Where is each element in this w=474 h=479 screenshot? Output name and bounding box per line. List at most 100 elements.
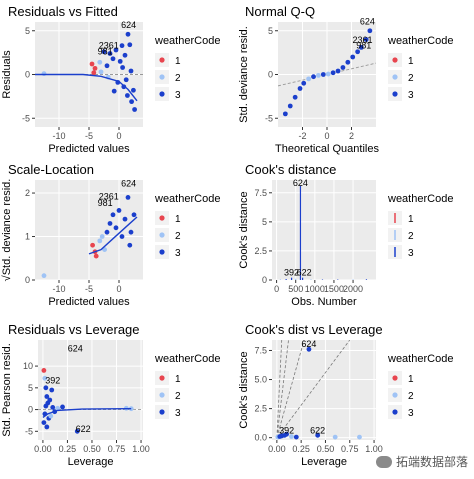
x-tick-label: 0.25	[292, 444, 310, 454]
data-point	[43, 385, 49, 391]
plot-area	[278, 28, 376, 117]
data-point	[289, 434, 294, 439]
legend-key-point	[159, 57, 165, 63]
legend-key-point	[392, 91, 398, 97]
data-point	[104, 229, 110, 235]
x-tick-label: -2	[298, 131, 306, 141]
y-axis-label: Std. deviance resid.	[238, 26, 250, 123]
y-tick-label: 5	[28, 383, 33, 393]
panel-title: Residuals vs Fitted	[8, 4, 118, 19]
point-label: 624	[301, 339, 316, 349]
cook-contour-line	[276, 340, 289, 438]
data-point	[111, 88, 117, 94]
data-point	[110, 212, 116, 218]
data-point	[355, 49, 361, 55]
data-point	[311, 74, 316, 80]
y-tick-label: -5	[22, 113, 30, 123]
legend: weatherCode 1 2 3	[154, 353, 220, 419]
x-tick-label: 0	[116, 284, 121, 294]
data-point	[91, 70, 97, 76]
y-tick-label: 1	[25, 232, 30, 242]
data-point	[129, 99, 135, 105]
legend: weatherCode 1 2 3	[154, 193, 220, 259]
legend-title: weatherCode	[387, 35, 453, 47]
legend-title: weatherCode	[154, 353, 220, 365]
panel-background	[272, 180, 376, 280]
data-point	[127, 42, 133, 48]
cook-contour-line	[276, 340, 283, 438]
data-point	[125, 194, 131, 200]
legend-title: weatherCode	[387, 193, 453, 205]
smooth-line	[42, 408, 132, 418]
watermark: 拓端数据部落	[375, 453, 468, 470]
point-label: 624	[121, 20, 136, 30]
data-point	[345, 59, 351, 65]
gridlines	[272, 180, 376, 281]
data-point	[131, 212, 137, 218]
y-axis-label: Std. Pearson resid.	[1, 343, 13, 437]
data-point	[325, 71, 331, 77]
point-label: 392	[45, 375, 60, 385]
x-tick-label: 0.00	[268, 444, 286, 454]
y-tick-label: 0.0	[254, 433, 267, 443]
data-point	[125, 31, 131, 37]
gridlines	[35, 180, 143, 281]
panel-3: Scale-Location -10 -5 0 0 1 2 Predicted values √…	[1, 162, 220, 308]
legend-label: 1	[408, 374, 414, 385]
data-point	[113, 225, 119, 231]
legend-label: 1	[175, 214, 181, 225]
legend-title: weatherCode	[387, 353, 453, 365]
y-tick-label: 7.5	[254, 345, 267, 355]
plot-area	[38, 368, 143, 434]
data-point	[41, 273, 47, 279]
data-point	[293, 434, 299, 440]
cook-contour-line	[276, 340, 351, 438]
data-point	[49, 387, 55, 393]
panel-title: Residuals vs Leverage	[8, 322, 140, 337]
data-point	[131, 87, 136, 93]
data-point	[113, 47, 119, 53]
y-tick-label: 5.0	[254, 375, 267, 385]
legend: weatherCode 1 2 3	[387, 353, 453, 419]
data-point	[50, 404, 56, 410]
point-label: 981	[356, 40, 371, 50]
x-tick-label: 0.00	[34, 444, 52, 454]
plot-area	[35, 31, 143, 112]
data-point	[358, 44, 364, 50]
y-tick-label: 5	[262, 217, 267, 227]
data-point	[330, 70, 336, 76]
data-point	[107, 51, 113, 56]
data-point	[97, 59, 103, 65]
y-tick-label: 0	[25, 275, 30, 285]
x-tick-label: -5	[85, 284, 93, 294]
data-point	[60, 404, 65, 410]
data-point	[132, 107, 138, 112]
legend-label: 3	[408, 248, 414, 259]
x-tick-label: 0.50	[83, 444, 101, 454]
y-tick-label: 2.5	[254, 404, 267, 414]
data-point	[122, 52, 128, 58]
x-axis-label: Leverage	[68, 456, 114, 468]
y-tick-label: 5	[25, 26, 30, 36]
point-label: 981	[98, 198, 113, 208]
data-point	[287, 103, 293, 109]
legend-title: weatherCode	[154, 35, 220, 47]
legend-key-point	[392, 57, 398, 63]
y-axis-label: √Std. deviance resid.	[1, 179, 13, 282]
data-point	[340, 65, 346, 70]
x-tick-label: 1.00	[132, 444, 150, 454]
data-point	[297, 86, 303, 91]
legend-label: 2	[175, 391, 181, 402]
data-point	[122, 216, 128, 222]
x-tick-label: 0.75	[108, 444, 126, 454]
legend-key-point	[159, 232, 165, 238]
point-label: 624	[121, 179, 136, 189]
x-tick-label: -10	[52, 284, 65, 294]
x-tick-label: 0	[274, 284, 279, 294]
data-point	[301, 80, 307, 86]
point-label: 2361	[353, 35, 373, 45]
data-point	[332, 434, 338, 440]
legend-label: 1	[175, 56, 181, 67]
point-label: 2361	[99, 192, 119, 202]
data-point	[41, 420, 47, 426]
